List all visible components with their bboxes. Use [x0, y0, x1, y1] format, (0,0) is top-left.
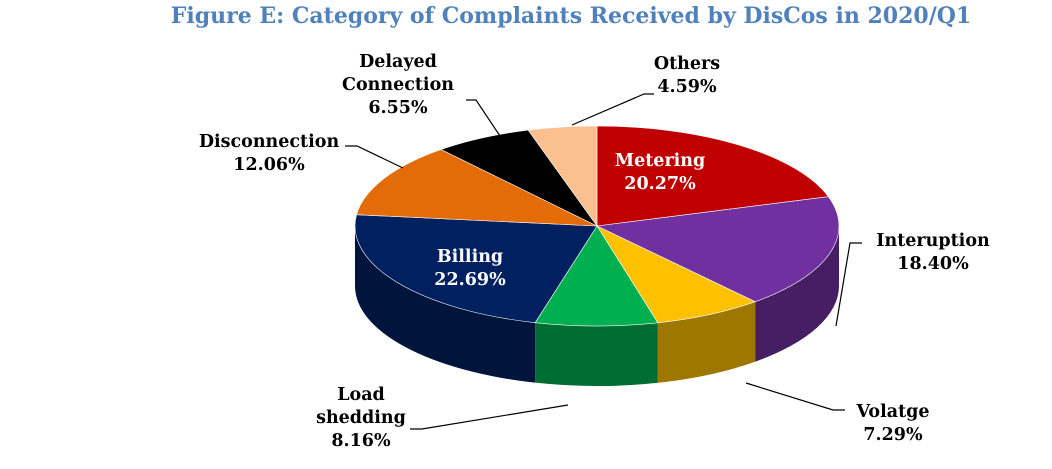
- slice-value-volatge: 7.29%: [863, 425, 923, 445]
- slice-label-delayed-connection-line-2: Connection: [342, 75, 454, 95]
- leader-line-interuption: [835, 242, 862, 327]
- slice-label-others: Others: [654, 54, 720, 74]
- slice-label-disconnection: Disconnection: [199, 132, 340, 152]
- pie-slice-volatge: [596, 225, 756, 324]
- leader-line-delayed-connection: [466, 99, 501, 137]
- pie-side-billing: [355, 226, 536, 383]
- pie-slice-billing: [354, 214, 598, 323]
- slice-value-billing: 22.69%: [434, 270, 506, 290]
- slice-label-metering: Metering: [615, 151, 706, 171]
- slice-label-load-shedding-line-2: shedding: [316, 408, 406, 428]
- slice-label-load-shedding-line-1: Load: [337, 385, 385, 405]
- slice-value-delayed-connection: 6.55%: [368, 98, 428, 118]
- pie-slice-disconnection: [356, 149, 598, 227]
- slice-value-interuption: 18.40%: [897, 254, 969, 274]
- leader-line-load-shedding: [410, 404, 569, 430]
- slice-value-metering: 20.27%: [624, 174, 696, 194]
- pie-sides: [355, 226, 839, 386]
- slice-label-delayed-connection-line-1: Delayed: [359, 52, 437, 72]
- slice-value-disconnection: 12.06%: [233, 155, 305, 175]
- pie-slice-interuption: [595, 196, 840, 303]
- chart-title: Figure E: Category of Complaints Receive…: [170, 3, 972, 29]
- slice-label-interuption: Interuption: [876, 231, 990, 251]
- leader-lines: [345, 93, 862, 430]
- pie-slice-others: [527, 125, 598, 227]
- pie-side-interuption: [755, 226, 839, 362]
- slice-value-load-shedding: 8.16%: [331, 431, 391, 451]
- pie-slice-metering: [596, 125, 829, 227]
- slice-label-billing: Billing: [437, 247, 503, 267]
- leader-line-disconnection: [345, 145, 404, 169]
- pie-tops: [354, 125, 840, 327]
- slice-labels: Metering 20.27% Interuption 18.40% Volatge 7.…: [199, 52, 990, 451]
- slice-label-volatge: Volatge: [855, 402, 929, 422]
- leader-line-volatge: [745, 382, 845, 411]
- pie-slice-load-shedding: [534, 225, 659, 327]
- slice-value-others: 4.59%: [657, 77, 717, 97]
- leader-line-others: [571, 93, 654, 126]
- pie-side-volatge: [657, 301, 756, 383]
- pie-side-load-shedding: [535, 322, 658, 386]
